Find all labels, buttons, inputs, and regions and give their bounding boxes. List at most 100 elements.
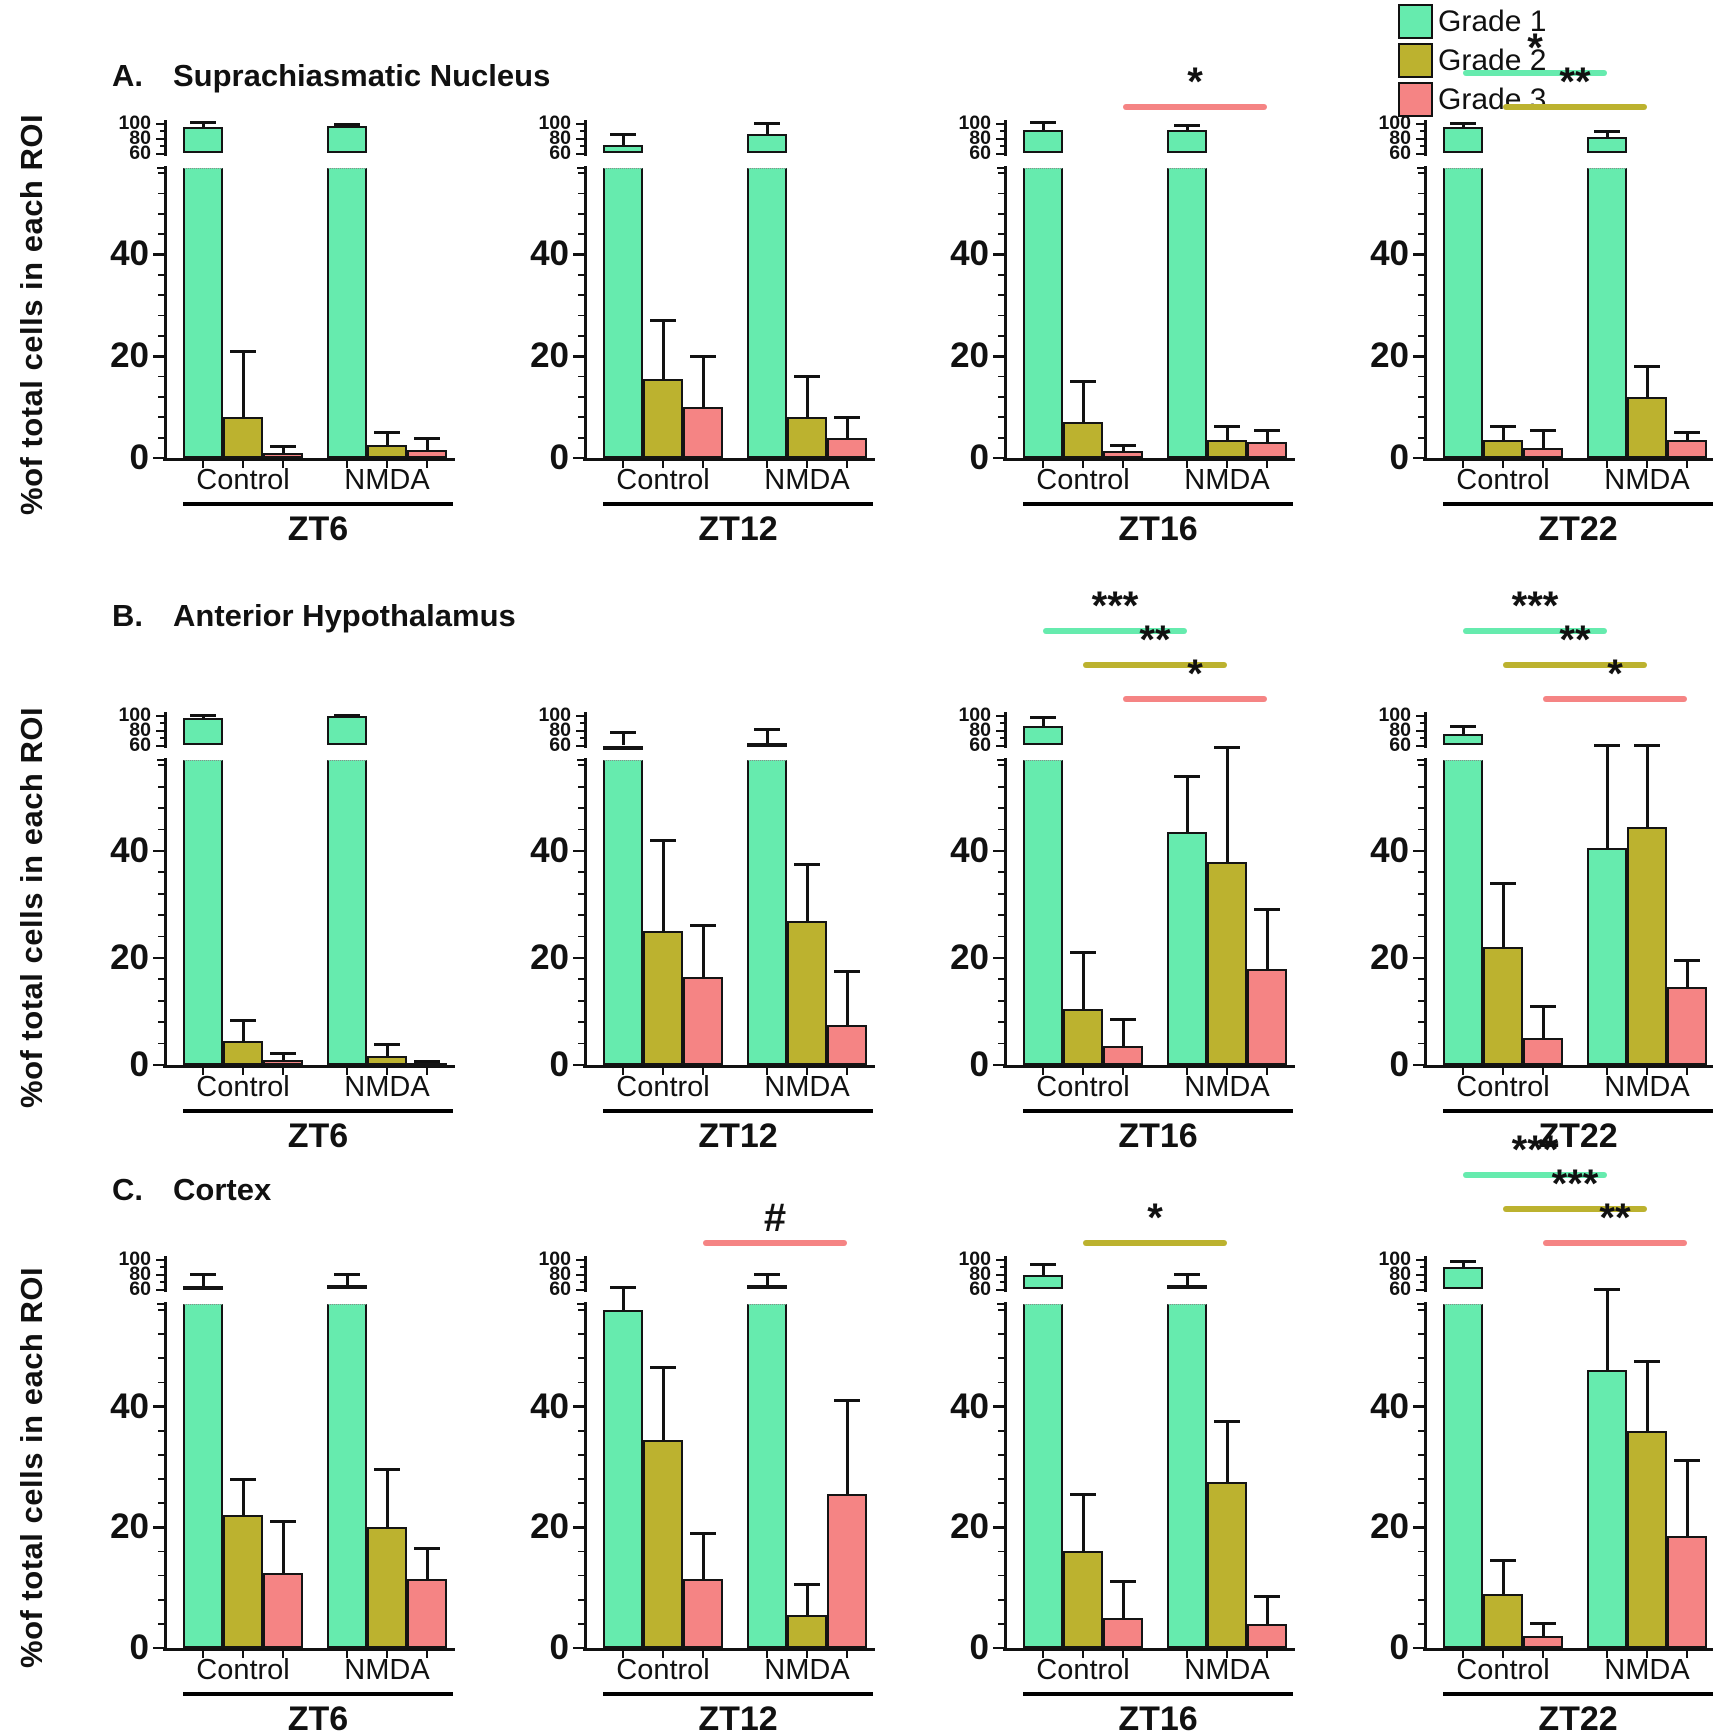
subplot-B-ZT22: *** ** * 0 20 40 60 80 100 Control NMDA ZT22 <box>1295 580 1713 1195</box>
x-tick-nmda-grade2 <box>1646 1067 1648 1075</box>
bar-upper-control-grade1 <box>1443 1267 1483 1290</box>
y-minortick-90 <box>1420 1266 1425 1268</box>
y-tick-break-top <box>1417 759 1425 761</box>
x-tick-control-grade3 <box>282 1650 284 1658</box>
errorbar-cap-nmda-grade3 <box>1674 959 1700 963</box>
y-minortick-90 <box>1000 130 1005 132</box>
errorbar-line-nmda-grade1 <box>1185 776 1189 833</box>
y-minortick-24 <box>158 935 165 938</box>
errorbar-cap-control-grade2 <box>230 1477 256 1481</box>
bar-nmda-grade3 <box>827 1024 867 1065</box>
y-minortick-28 <box>998 314 1005 317</box>
y-axis-lower <box>164 758 167 1067</box>
x-tick-nmda-grade1 <box>1186 1650 1188 1658</box>
group-underline <box>1023 1109 1293 1113</box>
sig-symbol-grade3: ** <box>1599 1196 1631 1240</box>
errorbar-cap-control-grade1 <box>610 730 636 734</box>
errorbar-cap-nmda-grade2 <box>1634 1359 1660 1363</box>
bar-nmda-grade2 <box>1627 396 1667 458</box>
errorbar-line-control-grade1 <box>1041 122 1045 130</box>
time-label-ZT22: ZT22 <box>1538 510 1618 548</box>
y-minortick-70 <box>160 145 165 147</box>
x-tick-nmda-grade1 <box>766 460 768 468</box>
y-tick-80 <box>156 1273 165 1276</box>
y-tick-label-0: 0 <box>549 1628 569 1667</box>
errorbar-line-nmda-grade1 <box>1185 1274 1189 1286</box>
y-minortick-12 <box>998 396 1005 398</box>
y-tick-60 <box>156 744 165 747</box>
panel-letter-a: A. <box>112 58 143 93</box>
y-minortick-4 <box>578 1622 585 1625</box>
sig-line-grade1 <box>1463 1172 1607 1178</box>
x-tick-control-grade2 <box>242 1650 244 1658</box>
bar-nmda-grade1 <box>327 168 367 458</box>
y-tick-label-100: 100 <box>958 704 991 727</box>
errorbar-cap-nmda-grade1 <box>754 1273 780 1277</box>
y-minortick-70 <box>1420 1281 1425 1283</box>
y-tick-label-60: 60 <box>1389 734 1411 756</box>
y-minortick-16 <box>578 375 585 378</box>
errorbar-cap-nmda-grade2 <box>374 1468 400 1472</box>
x-tick-nmda-grade3 <box>426 1067 428 1075</box>
errorbar-line-control-grade2 <box>1081 952 1085 1009</box>
errorbar-line-control-grade2 <box>1501 883 1505 948</box>
y-tick-0 <box>993 1063 1005 1067</box>
y-tick-label-20: 20 <box>1370 336 1409 376</box>
bar-control-grade2 <box>1063 422 1103 458</box>
y-minortick-36 <box>1418 1429 1425 1432</box>
x-tick-nmda-grade3 <box>1686 1067 1688 1075</box>
subplot-C-ZT6: 0 20 40 60 80 100 Control NMDA ZT6 <box>35 1124 465 1735</box>
y-tick-80 <box>1416 1273 1425 1276</box>
errorbar-line-nmda-grade3 <box>1265 1596 1269 1624</box>
errorbar-line-control-grade3 <box>1541 1006 1545 1039</box>
x-tick-nmda-grade3 <box>846 1067 848 1075</box>
bar-nmda-grade2 <box>1207 861 1247 1065</box>
y-minortick-28 <box>578 914 585 917</box>
group-underline <box>603 1109 873 1113</box>
x-axis <box>1003 458 1295 461</box>
y-tick-0 <box>153 1646 165 1650</box>
bar-upper-control-grade1 <box>1023 1274 1063 1290</box>
errorbar-cap-nmda-grade3 <box>834 415 860 419</box>
y-tick-0 <box>573 1063 585 1067</box>
y-tick-20 <box>573 1526 585 1529</box>
x-tick-nmda-grade3 <box>426 1650 428 1658</box>
y-tick-label-40: 40 <box>1370 1386 1409 1426</box>
y-minortick-70 <box>160 1281 165 1283</box>
y-tick-break-top <box>157 1303 165 1305</box>
y-axis-upper <box>584 712 587 748</box>
errorbar-line-nmda-grade2 <box>385 1044 389 1056</box>
x-group-label-nmda: NMDA <box>1184 1071 1270 1103</box>
y-minortick-56 <box>1418 764 1425 767</box>
bar-control-grade2 <box>223 1040 263 1065</box>
y-tick-label-80: 80 <box>1389 719 1411 742</box>
y-tick-60 <box>156 1288 165 1291</box>
bar-control-grade3 <box>683 976 723 1065</box>
y-axis-lower <box>1004 758 1007 1067</box>
y-minortick-16 <box>158 375 165 378</box>
y-minortick-8 <box>998 1021 1005 1024</box>
x-tick-nmda-grade3 <box>1266 460 1268 468</box>
bar-control-grade2 <box>643 379 683 458</box>
y-tick-label-0: 0 <box>549 1045 569 1084</box>
errorbar-line-nmda-grade2 <box>1225 426 1229 441</box>
y-tick-label-80: 80 <box>1389 127 1411 150</box>
bar-control-grade2 <box>1483 1593 1523 1648</box>
y-minortick-70 <box>580 1281 585 1283</box>
y-tick-label-100: 100 <box>538 112 571 135</box>
y-tick-40 <box>153 1405 165 1408</box>
y-minortick-70 <box>1000 145 1005 147</box>
y-minortick-52 <box>1418 785 1425 788</box>
subplot-B-ZT16: *** ** * 0 20 40 60 80 100 Control NMDA ZT16 <box>875 580 1305 1195</box>
y-tick-label-40: 40 <box>950 234 989 274</box>
bar-upper-control-grade1 <box>183 127 223 154</box>
y-minortick-12 <box>1418 396 1425 398</box>
y-tick-100 <box>576 122 585 125</box>
errorbar-cap-control-grade1 <box>190 121 216 125</box>
y-tick-40 <box>1413 1405 1425 1408</box>
x-group-label-nmda: NMDA <box>1604 1654 1690 1686</box>
y-minortick-36 <box>578 1429 585 1432</box>
x-axis <box>1423 1065 1713 1068</box>
x-axis <box>163 1065 455 1068</box>
y-minortick-44 <box>998 828 1005 831</box>
